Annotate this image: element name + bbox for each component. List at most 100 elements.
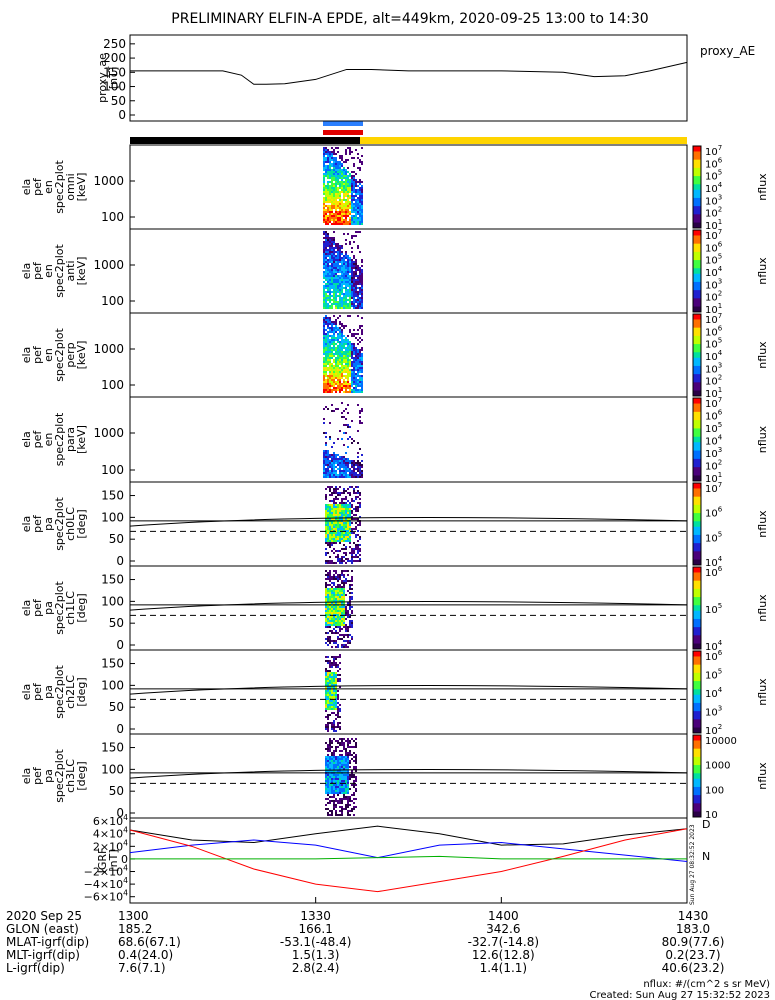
spec-cell: [345, 347, 347, 349]
pa-cell: [351, 580, 353, 582]
spec-cell: [345, 185, 347, 187]
spec-cell: [323, 381, 325, 383]
pa-cell: [325, 526, 327, 528]
spec-cell: [361, 329, 363, 331]
spec-cell: [341, 458, 343, 460]
colorbar-tick-ch2LC: 102: [705, 723, 722, 737]
spec-cell: [347, 369, 349, 371]
spec-cell: [335, 454, 337, 456]
spec-cell: [331, 283, 333, 285]
spec-cell: [347, 377, 349, 379]
pa-cell: [333, 676, 335, 678]
pa-cell: [347, 760, 349, 762]
pa-cell: [327, 790, 329, 792]
spec-cell: [329, 343, 331, 345]
ytick-label-ch2LC: 150: [101, 657, 124, 671]
colorbar-cell: [693, 265, 701, 269]
pa-cell: [357, 530, 359, 532]
colorbar-cell: [693, 795, 701, 799]
spec-cell: [341, 259, 343, 261]
spec-cell: [325, 361, 327, 363]
spec-cell: [343, 305, 345, 307]
spec-cell: [345, 476, 347, 478]
spec-cell: [331, 321, 333, 323]
spec-cell: [329, 187, 331, 189]
spec-cell: [337, 283, 339, 285]
spec-cell: [347, 468, 349, 470]
pa-cell: [339, 486, 341, 488]
spec-cell: [335, 367, 337, 369]
pa-cell: [337, 756, 339, 758]
spec-cell: [357, 209, 359, 211]
spec-cell: [325, 279, 327, 281]
spec-cell: [323, 293, 325, 295]
pa-cell: [335, 704, 337, 706]
spec-cell: [361, 408, 363, 410]
spec-cell: [357, 383, 359, 385]
spec-cell: [357, 213, 359, 215]
spec-cell: [333, 337, 335, 339]
spec-cell: [355, 363, 357, 365]
spec-cell: [339, 301, 341, 303]
spec-cell: [357, 365, 359, 367]
colorbar-cell: [693, 627, 701, 631]
spec-cell: [361, 464, 363, 466]
pa-cell: [331, 618, 333, 620]
spec-cell: [337, 215, 339, 217]
spec-cell: [339, 163, 341, 165]
spectrogram-omni: [323, 147, 363, 225]
pa-cell: [333, 616, 335, 618]
pa-cell: [349, 514, 351, 516]
spec-cell: [329, 205, 331, 207]
pa-cell: [337, 670, 339, 672]
pa-cell: [337, 616, 339, 618]
state-bar-black: [130, 137, 360, 144]
spec-cell: [347, 203, 349, 205]
pa-cell: [337, 538, 339, 540]
pa-cell: [333, 578, 335, 580]
spec-cell: [339, 223, 341, 225]
xaxis-value: 1400: [488, 909, 519, 923]
spec-cell: [343, 271, 345, 273]
colorbar-cell: [693, 428, 701, 432]
spec-cell: [331, 241, 333, 243]
spec-cell: [341, 271, 343, 273]
colorbar-cell: [693, 301, 701, 305]
spec-cell: [345, 205, 347, 207]
spec-cell: [343, 385, 345, 387]
spec-cell: [359, 279, 361, 281]
spec-cell: [341, 305, 343, 307]
spec-cell: [345, 341, 347, 343]
spec-cell: [333, 291, 335, 293]
spec-cell: [355, 205, 357, 207]
spec-cell: [327, 287, 329, 289]
spec-cell: [361, 375, 363, 377]
spec-cell: [341, 470, 343, 472]
pa-cell: [343, 758, 345, 760]
spec-cell: [341, 183, 343, 185]
pa-cell: [327, 614, 329, 616]
spec-cell: [325, 299, 327, 301]
spec-cell: [329, 319, 331, 321]
pa-cell: [333, 608, 335, 610]
spec-cell: [323, 472, 325, 474]
pa-cell: [345, 554, 347, 556]
pa-cell: [331, 510, 333, 512]
spec-cell: [351, 474, 353, 476]
pa-cell: [349, 640, 351, 642]
pa-cell: [339, 562, 341, 564]
pa-cell: [347, 802, 349, 804]
pa-cell: [337, 532, 339, 534]
spec-cell: [339, 371, 341, 373]
spec-cell: [361, 265, 363, 267]
spec-cell: [339, 249, 341, 251]
pa-cell: [325, 686, 327, 688]
pa-cell: [329, 602, 331, 604]
pa-cell: [327, 590, 329, 592]
spec-cell: [325, 171, 327, 173]
spec-cell: [339, 464, 341, 466]
spec-cell: [329, 454, 331, 456]
